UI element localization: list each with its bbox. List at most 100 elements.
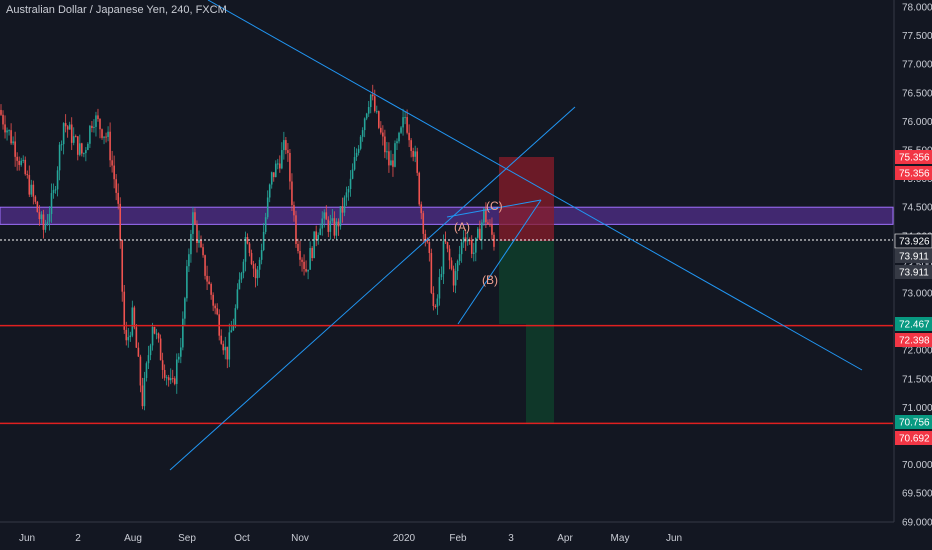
candle-body	[121, 240, 124, 292]
y-tick-label: 74.500	[902, 203, 932, 214]
candle-body	[48, 214, 51, 222]
candle-body	[359, 136, 362, 149]
x-tick-label: Jun	[666, 533, 682, 544]
y-tick-label: 69.500	[902, 489, 932, 500]
candle-body	[363, 118, 366, 131]
candle-body	[386, 151, 388, 153]
candle-body	[448, 248, 451, 261]
candle-body	[87, 143, 89, 151]
candle-body	[416, 151, 419, 173]
ascending-trendline	[169, 106, 576, 471]
x-tick-label: 2	[75, 533, 81, 544]
price-badge	[895, 415, 932, 429]
candle-body	[392, 160, 394, 167]
candle-body	[20, 160, 23, 165]
candle-body	[198, 240, 200, 243]
take-profit-box-2	[526, 324, 554, 423]
candle-body	[62, 123, 65, 145]
price-badge-label: 73.911	[899, 252, 929, 263]
candle-body	[182, 318, 184, 348]
candle-body	[226, 346, 229, 360]
candle-body	[167, 377, 170, 381]
candle-body	[175, 359, 178, 384]
candle-body	[228, 332, 231, 360]
candle-body	[394, 143, 396, 167]
y-tick-label: 77.000	[902, 60, 932, 71]
candle-body	[52, 190, 55, 194]
candle-body	[113, 165, 115, 180]
candle-body	[406, 117, 408, 133]
candle-body	[107, 131, 109, 137]
candle-body	[248, 243, 251, 253]
candle-body	[301, 259, 303, 262]
candle-body	[489, 224, 491, 226]
price-badge	[895, 265, 932, 279]
candle-body	[487, 222, 489, 225]
candle-body	[272, 172, 275, 178]
candle-body	[58, 144, 61, 171]
x-tick-label: 2020	[393, 533, 416, 544]
candle-body	[307, 269, 309, 272]
y-tick-label: 73.000	[902, 289, 932, 300]
y-tick-label: 77.500	[902, 31, 932, 42]
candle-body	[46, 221, 49, 225]
candle-body	[10, 130, 12, 144]
candle-body	[319, 228, 322, 236]
candle-body	[481, 222, 483, 240]
candle-body	[418, 172, 421, 205]
candle-body	[97, 115, 99, 119]
candle-body	[38, 212, 41, 220]
candle-body	[315, 231, 317, 240]
wave-label: (A)	[454, 220, 470, 234]
price-badge-label: 75.356	[899, 169, 930, 180]
price-badge-label: 75.356	[899, 153, 930, 164]
price-badge	[895, 166, 932, 180]
candle-body	[260, 250, 263, 260]
candle-body	[28, 175, 31, 195]
candle-body	[264, 217, 267, 232]
candle-body	[426, 239, 429, 243]
candle-body	[240, 273, 243, 280]
candle-body	[155, 333, 158, 335]
candle-body	[404, 117, 406, 119]
candle-body	[365, 113, 368, 119]
candle-body	[14, 141, 16, 157]
candle-body	[117, 192, 119, 204]
candle-body	[101, 129, 103, 138]
candle-body	[163, 369, 166, 378]
candle-body	[266, 197, 269, 218]
candle-body	[74, 136, 77, 138]
candle-body	[22, 159, 25, 161]
candle-body	[311, 248, 313, 259]
candle-body	[289, 152, 291, 182]
candle-body	[89, 125, 91, 144]
y-tick-label: 78.000	[902, 3, 932, 14]
candle-body	[125, 329, 128, 341]
candle-body	[224, 346, 227, 351]
y-tick-label: 76.500	[902, 88, 932, 99]
candle-body	[76, 136, 79, 155]
candle-body	[335, 221, 338, 236]
candle-body	[398, 132, 400, 142]
candle-body	[40, 214, 43, 220]
candle-body	[353, 157, 356, 170]
candle-body	[246, 237, 249, 244]
candle-body	[250, 252, 253, 265]
candle-body	[72, 136, 75, 143]
candle-body	[432, 292, 435, 307]
candle-body	[30, 184, 33, 195]
candle-body	[444, 241, 447, 243]
candle-body	[4, 124, 6, 133]
candle-body	[309, 248, 311, 270]
candle-body	[287, 150, 289, 153]
candle-body	[165, 377, 168, 379]
candle-body	[135, 327, 138, 348]
candle-body	[177, 356, 180, 360]
candle-body	[424, 233, 427, 240]
candle-body	[232, 325, 235, 331]
channel-lower-line	[457, 199, 542, 325]
candle-body	[331, 218, 334, 221]
price-badge	[895, 431, 932, 445]
candle-body	[190, 233, 192, 255]
